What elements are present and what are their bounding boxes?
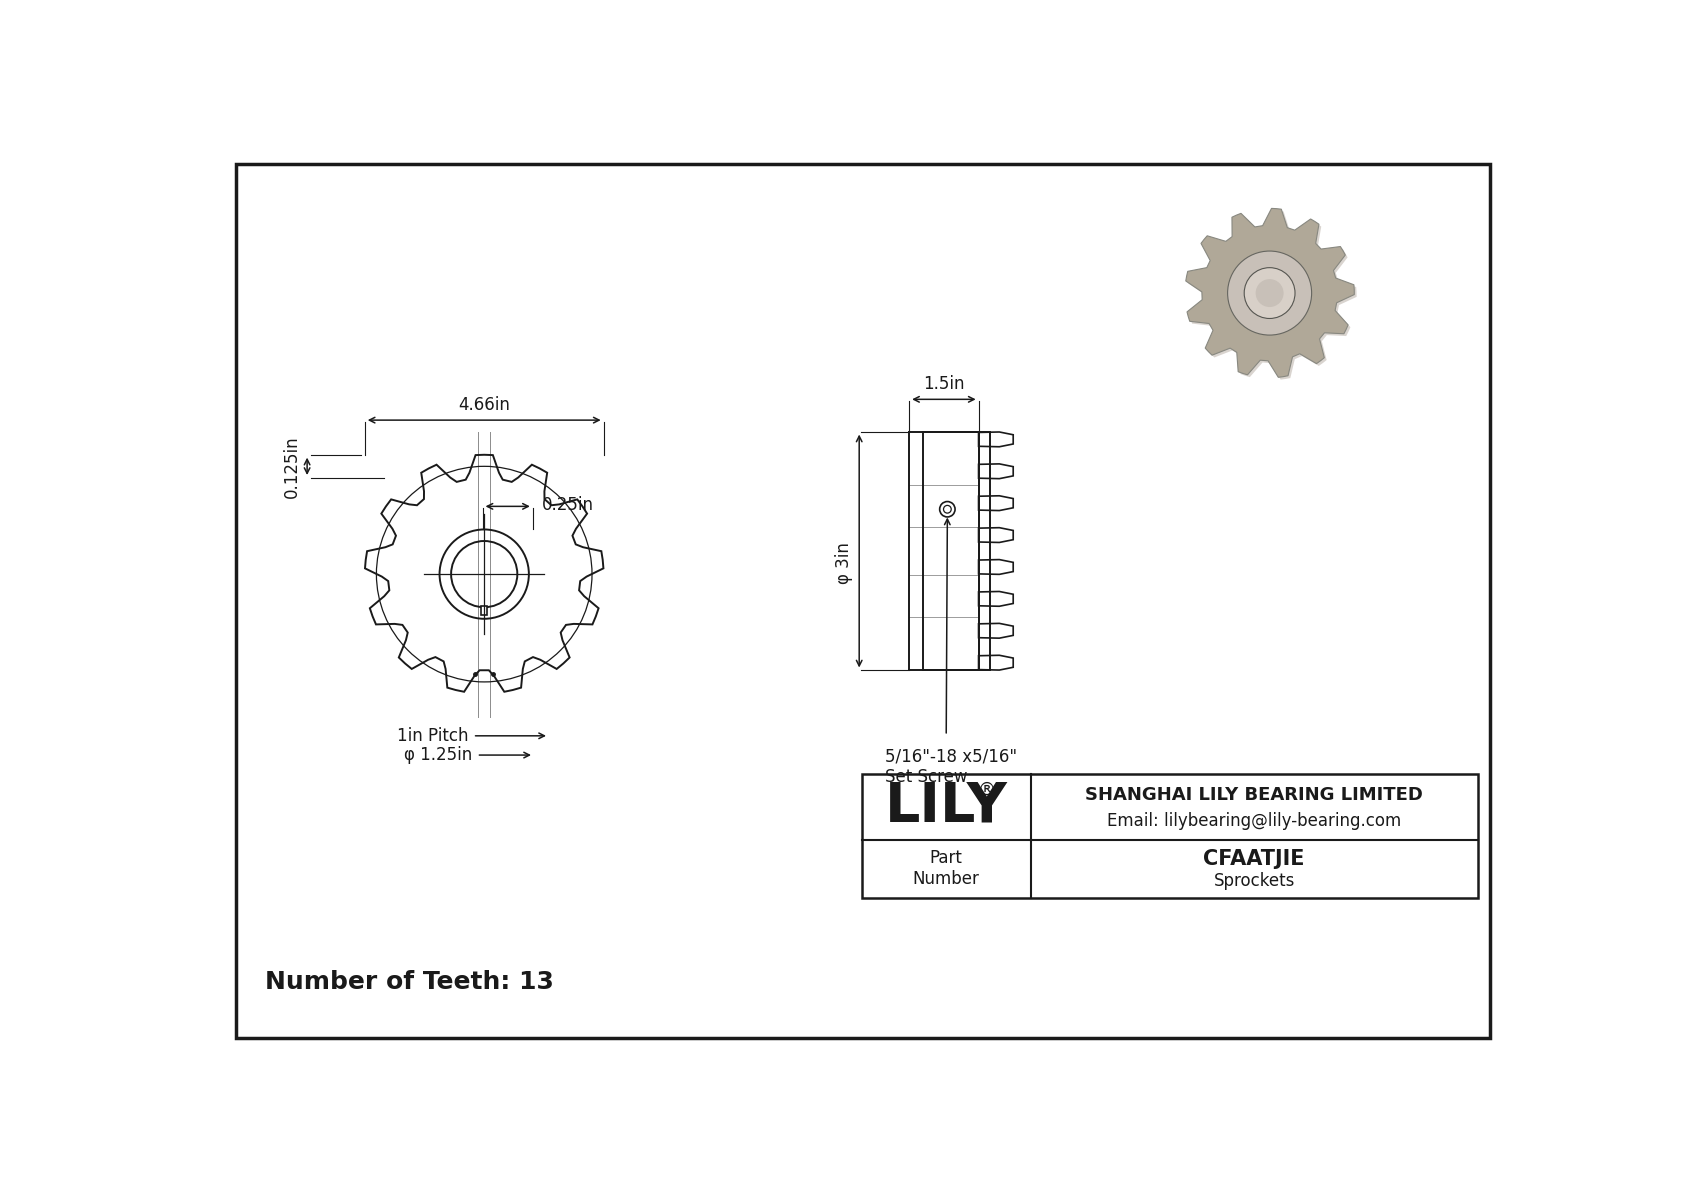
Text: 1.5in: 1.5in bbox=[923, 375, 965, 393]
Text: 0.25in: 0.25in bbox=[542, 495, 594, 513]
Text: CFAATJIE: CFAATJIE bbox=[1204, 849, 1305, 869]
Text: 5/16"-18 x5/16"
Set Screw: 5/16"-18 x5/16" Set Screw bbox=[884, 748, 1017, 786]
Text: ®: ® bbox=[977, 781, 995, 799]
Text: φ 1.25in: φ 1.25in bbox=[404, 746, 473, 765]
Text: LILY: LILY bbox=[884, 780, 1007, 834]
Circle shape bbox=[1244, 268, 1295, 318]
Text: SHANGHAI LILY BEARING LIMITED: SHANGHAI LILY BEARING LIMITED bbox=[1084, 786, 1423, 804]
Text: 0.125in: 0.125in bbox=[283, 435, 301, 498]
Text: Part
Number: Part Number bbox=[913, 849, 980, 888]
Text: Email: lilybearing@lily-bearing.com: Email: lilybearing@lily-bearing.com bbox=[1106, 812, 1401, 830]
Bar bbox=[862, 774, 1477, 898]
Bar bbox=[482, 606, 487, 615]
Text: Sprockets: Sprockets bbox=[1214, 872, 1295, 890]
Circle shape bbox=[1256, 279, 1283, 307]
Bar bbox=[923, 431, 990, 671]
Polygon shape bbox=[1186, 208, 1354, 378]
Text: 1in Pitch: 1in Pitch bbox=[397, 727, 468, 744]
Polygon shape bbox=[1189, 211, 1357, 380]
Text: φ 3in: φ 3in bbox=[835, 542, 854, 584]
Text: Number of Teeth: 13: Number of Teeth: 13 bbox=[264, 971, 554, 994]
Circle shape bbox=[1228, 251, 1312, 335]
Text: 4.66in: 4.66in bbox=[458, 395, 510, 414]
